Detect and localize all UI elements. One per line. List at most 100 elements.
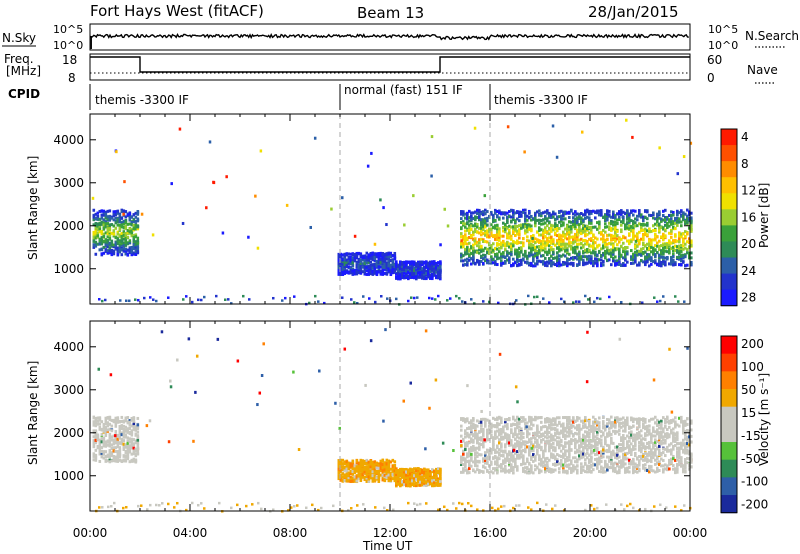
data-cell <box>114 210 118 214</box>
data-cell <box>508 258 511 262</box>
data-cell <box>486 216 489 220</box>
data-cell <box>550 215 553 219</box>
data-cell <box>94 223 98 227</box>
data-cell <box>628 216 631 220</box>
data-cell <box>526 218 529 222</box>
data-cell <box>339 464 343 468</box>
data-cell <box>118 243 122 247</box>
data-cell <box>365 260 369 264</box>
data-cell <box>518 262 521 266</box>
data-cell <box>106 251 110 255</box>
data-cell <box>397 276 400 280</box>
data-cell <box>381 466 385 470</box>
data-cell <box>375 255 379 259</box>
data-cell <box>389 263 393 267</box>
data-cell <box>349 465 353 469</box>
data-cell <box>102 234 106 238</box>
data-cell <box>128 460 132 464</box>
data-cell <box>100 236 104 240</box>
ground-scatter-cell <box>215 294 218 298</box>
data-cell <box>654 248 657 252</box>
data-cell <box>100 232 104 236</box>
data-cell <box>468 219 471 223</box>
data-cell <box>520 262 523 266</box>
data-cell <box>355 263 359 267</box>
data-cell <box>136 245 140 249</box>
data-cell <box>542 254 545 258</box>
data-cell <box>122 442 126 446</box>
data-cell <box>526 225 529 229</box>
data-cell <box>369 251 373 255</box>
data-cell <box>464 225 467 229</box>
data-cell <box>367 477 371 481</box>
data-cell <box>506 258 509 262</box>
data-cell <box>568 220 571 224</box>
isolated-point <box>403 223 406 227</box>
data-cell <box>616 221 619 225</box>
data-cell <box>516 260 519 264</box>
data-cell <box>626 260 629 264</box>
isolated-point <box>460 239 463 243</box>
data-cell <box>369 260 373 264</box>
data-cell <box>96 419 100 423</box>
data-cell <box>582 243 585 247</box>
data-cell <box>337 272 341 276</box>
data-cell <box>112 442 116 446</box>
data-cell <box>476 240 479 244</box>
data-cell <box>590 225 593 229</box>
data-cell <box>634 217 637 221</box>
isolated-point <box>546 241 550 245</box>
data-cell <box>393 257 397 261</box>
freq-tick-top: 18 <box>62 53 77 67</box>
data-cell <box>532 217 535 221</box>
ground-scatter-cell <box>620 300 623 304</box>
data-cell <box>640 215 643 219</box>
data-cell <box>472 237 475 241</box>
data-cell <box>116 458 120 462</box>
data-cell <box>347 464 351 468</box>
data-cell <box>106 428 110 432</box>
data-cell <box>387 459 391 463</box>
data-cell <box>484 253 487 257</box>
data-cell <box>686 240 689 244</box>
data-cell <box>594 247 597 251</box>
data-cell <box>132 218 136 222</box>
data-cell <box>496 263 499 267</box>
data-cell <box>351 479 355 483</box>
data-cell <box>389 467 393 471</box>
data-cell <box>530 235 533 239</box>
data-cell <box>120 231 124 235</box>
data-cell <box>648 239 651 243</box>
data-cell <box>120 210 124 214</box>
data-cell <box>371 263 375 267</box>
data-cell <box>614 214 617 218</box>
data-cell <box>564 217 567 221</box>
isolated-point <box>313 136 317 140</box>
data-cell <box>136 219 140 223</box>
data-cell <box>672 249 675 253</box>
data-cell <box>116 241 120 245</box>
data-cell <box>560 248 563 252</box>
data-cell <box>357 465 361 469</box>
data-cell <box>642 228 645 232</box>
data-cell <box>496 234 499 238</box>
data-cell <box>349 266 353 270</box>
data-cell <box>476 260 479 264</box>
radar-title: Fort Hays West (fitACF) <box>90 2 264 20</box>
data-cell <box>126 420 130 424</box>
data-cell <box>624 211 627 215</box>
data-cell <box>116 449 120 453</box>
data-cell <box>554 218 557 222</box>
ground-scatter-cell <box>578 300 581 303</box>
data-cell <box>381 473 385 477</box>
data-cell <box>134 459 138 463</box>
data-cell <box>134 235 138 239</box>
data-cell <box>435 261 438 265</box>
data-cell <box>385 261 389 265</box>
data-cell <box>395 467 398 471</box>
data-cell <box>383 464 387 468</box>
data-cell <box>482 213 485 217</box>
data-cell <box>548 257 551 261</box>
data-cell <box>506 250 509 254</box>
data-cell <box>514 261 517 265</box>
